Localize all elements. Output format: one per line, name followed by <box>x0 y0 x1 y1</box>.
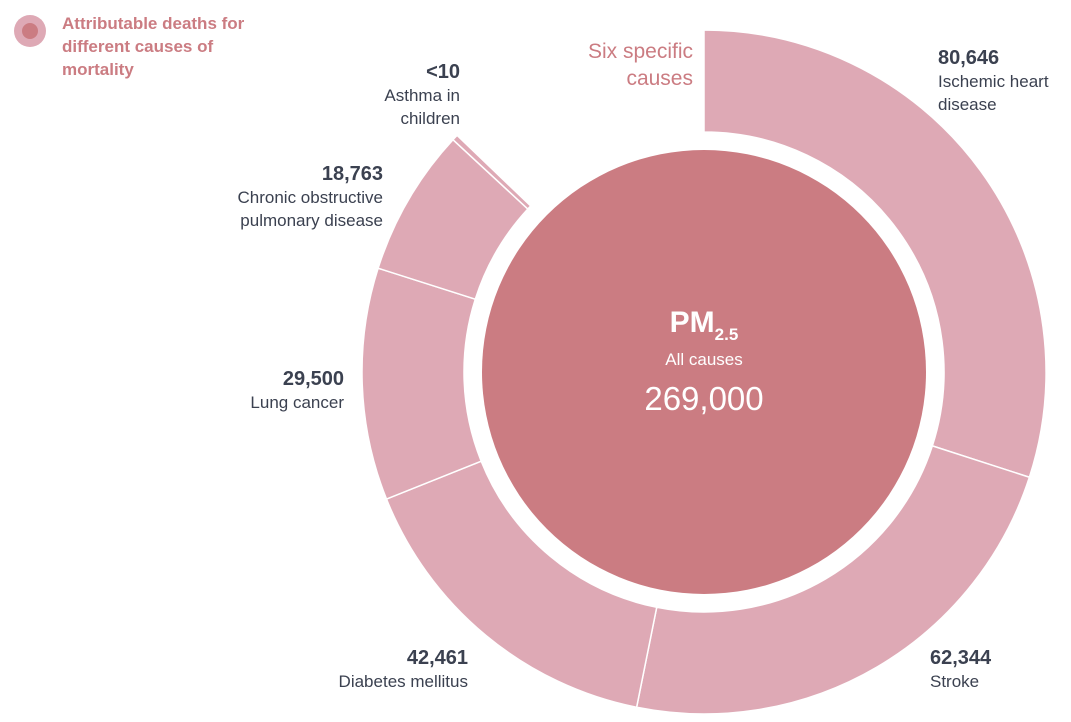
ring-segment-4 <box>361 267 483 501</box>
ring-segment-1 <box>703 29 1047 479</box>
name-label-stroke: Stroke <box>930 672 980 691</box>
value-label-asthma: <10 <box>426 61 460 83</box>
center-title-sub: 2.5 <box>714 325 739 344</box>
ring-segment-2 <box>635 444 1031 715</box>
name-label-asthma: Asthma in children <box>384 86 460 128</box>
name-label-ischemic: Ischemic heart disease <box>938 72 1049 114</box>
segments-group <box>361 29 1047 715</box>
name-label-lung-cancer: Lung cancer <box>250 393 344 412</box>
label-asthma: <10 Asthma in children <box>340 60 460 130</box>
ring-segment-6 <box>451 134 532 211</box>
label-stroke: 62,344 Stroke <box>930 646 1050 693</box>
value-label-diabetes: 42,461 <box>406 647 468 669</box>
legend: Attributable deaths for different causes… <box>14 12 252 81</box>
name-label-copd: Chronic obstructive pulmonary disease <box>237 188 383 230</box>
value-label-stroke: 62,344 <box>930 647 992 669</box>
value-label-ischemic: 80,646 <box>938 47 1000 69</box>
label-diabetes: 42,461 Diabetes mellitus <box>288 646 468 693</box>
label-lung-cancer: 29,500 Lung cancer <box>194 367 344 414</box>
label-copd: 18,763 Chronic obstructive pulmonary dis… <box>183 162 383 232</box>
legend-dot-icon <box>14 15 46 47</box>
legend-label: Attributable deaths for different causes… <box>62 14 245 79</box>
group-label: Six specific causes <box>587 40 693 90</box>
center-subtitle: All causes <box>665 350 743 369</box>
center-title: PM2.5 <box>604 306 804 344</box>
value-label-lung-cancer: 29,500 <box>282 368 344 390</box>
label-ischemic: 80,646 Ischemic heart disease <box>938 46 1068 116</box>
center-title-main: PM <box>669 306 715 339</box>
value-label-copd: 18,763 <box>321 163 383 185</box>
center-value: 269,000 <box>644 380 764 417</box>
name-label-diabetes: Diabetes mellitus <box>338 672 468 691</box>
center-circle <box>482 150 926 594</box>
